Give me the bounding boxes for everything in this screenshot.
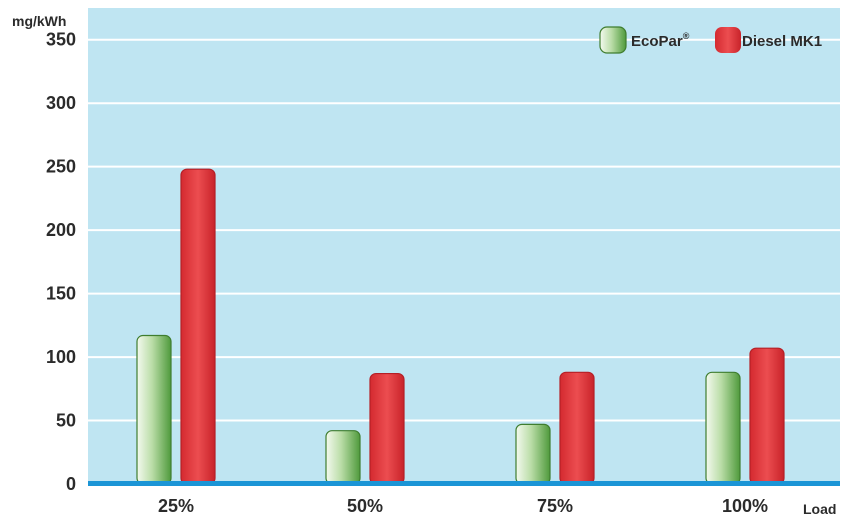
bar-diesel-1 (180, 168, 216, 485)
y-tick-label: 0 (66, 474, 76, 494)
bar-ecopar-4 (705, 371, 741, 485)
bar-ecopar-3 (515, 423, 551, 485)
legend-swatch-ecopar (599, 26, 627, 54)
x-axis-baseline (88, 481, 840, 486)
x-tick-label: 25% (158, 496, 194, 516)
y-tick-label: 200 (46, 220, 76, 240)
y-axis-ticks: 0 50 100 150 200 250 300 350 (46, 30, 76, 494)
y-tick-label: 150 (46, 284, 76, 304)
x-tick-label: 100% (722, 496, 768, 516)
legend-label-ecopar: EcoPar® (631, 31, 690, 50)
legend-label-diesel: Diesel MK1 (742, 33, 822, 50)
x-axis-ticks: 25% 50% 75% 100% (158, 496, 768, 516)
bar-diesel-2 (369, 372, 405, 485)
y-axis-title: mg/kWh (12, 13, 66, 29)
bars (136, 168, 785, 485)
legend-swatch-diesel (715, 27, 741, 53)
y-tick-label: 300 (46, 93, 76, 113)
legend: EcoPar® Diesel MK1 (599, 26, 822, 54)
bar-diesel-3 (559, 371, 595, 485)
bar-diesel-4 (749, 347, 785, 485)
x-tick-label: 50% (347, 496, 383, 516)
y-tick-label: 50 (56, 411, 76, 431)
y-tick-label: 250 (46, 157, 76, 177)
bar-ecopar-1 (136, 334, 172, 485)
y-tick-label: 350 (46, 30, 76, 50)
bar-ecopar-2 (325, 430, 361, 485)
x-axis-title: Load (803, 501, 836, 517)
y-tick-label: 100 (46, 347, 76, 367)
x-tick-label: 75% (537, 496, 573, 516)
